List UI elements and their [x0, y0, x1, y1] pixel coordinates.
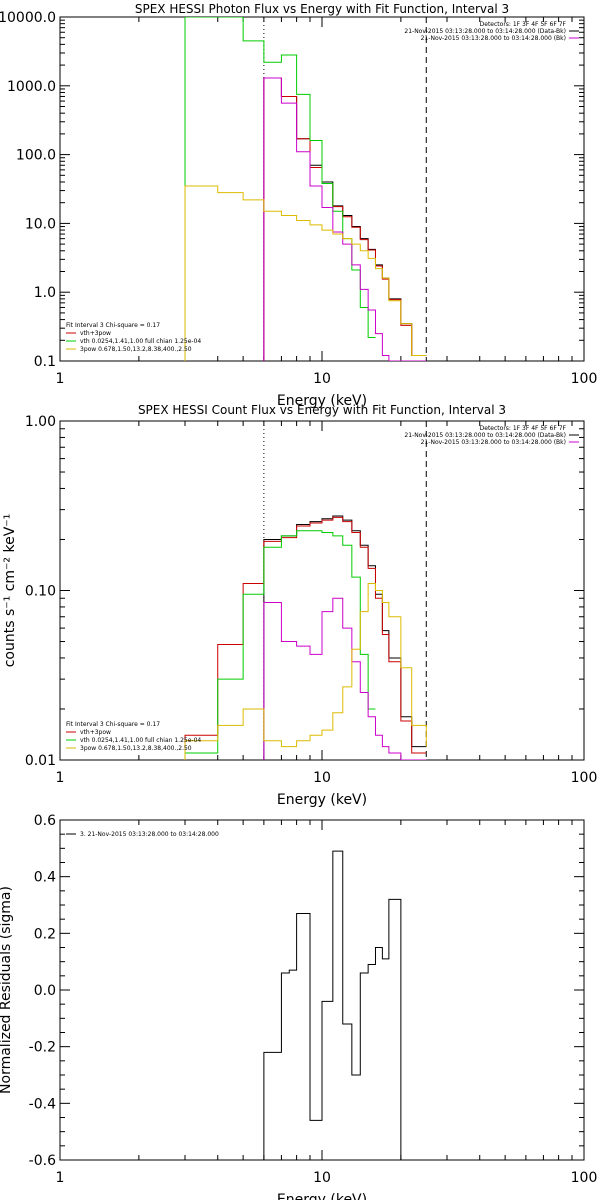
- y-tick-label: 10000.0: [0, 10, 56, 26]
- chart-panel-3: 1 10 100 Energy (keV) -0.6 -0.4 -0.2 0.0 0.2 0.4 0…: [0, 813, 597, 1200]
- series-line-3: [184, 530, 376, 760]
- y-ticks: [60, 16, 584, 362]
- x-axis-label: Energy (keV): [277, 393, 367, 409]
- info-line: Detectors: 1F 3F 4F 5F 6F 7F: [480, 425, 567, 432]
- series-line-4: [263, 77, 427, 361]
- y-tick-label: 100.0: [16, 148, 56, 164]
- x-axis-label: Energy (keV): [277, 792, 367, 808]
- x-tick-label: 100: [571, 1170, 598, 1186]
- x-tick-label: 10: [313, 371, 331, 387]
- y-tick-label: -0.2: [29, 1040, 56, 1056]
- legend-entry: Fit Interval 3 Chi-square = 0.17: [66, 721, 160, 728]
- x-tick-label: 1: [56, 770, 65, 786]
- y-axis-label: Normalized Residuals (sigma): [0, 886, 14, 1094]
- y-ticks: [60, 819, 584, 1161]
- y-tick-label: 1000.0: [7, 79, 56, 95]
- legend-entry: 3pow 0.678,1.50,13.2,8.38,400.,2.50: [80, 346, 192, 353]
- x-tick-label: 1: [56, 371, 65, 387]
- chart-panel-1: SPEX HESSI Photon Flux vs Energy with Fi…: [0, 2, 597, 409]
- series-line-5: [184, 582, 427, 760]
- info-line: 21-Nov-2015 03:13:28.000 to 03:14:28.000…: [421, 35, 566, 42]
- y-tick-label: 0.1: [34, 354, 56, 370]
- legend-entry: 3pow 0.678,1.50,13.2,8.38,400.,2.50: [80, 745, 192, 752]
- y-tick-label: 0.10: [25, 584, 56, 600]
- legend-entry: Fit Interval 3 Chi-square = 0.17: [66, 322, 160, 329]
- info-line: 21-Nov-2015 03:13:28.000 to 03:14:28.000…: [404, 432, 566, 439]
- y-tick-label: 0.2: [34, 926, 56, 942]
- series-line-1: [263, 515, 427, 760]
- chart-panel-2: SPEX HESSI Count Flux vs Energy with Fit…: [2, 403, 597, 808]
- plot-frame: [59, 420, 585, 761]
- series-line-1: [263, 77, 427, 361]
- x-tick-label: 100: [571, 770, 598, 786]
- y-tick-label: 0.01: [25, 753, 56, 769]
- y-tick-label: 1.00: [25, 414, 56, 430]
- series-line-1: [263, 850, 427, 1160]
- chart-title: SPEX HESSI Photon Flux vs Energy with Fi…: [135, 2, 509, 16]
- y-tick-label: 0.6: [34, 813, 56, 829]
- y-tick-label: 0.4: [34, 870, 56, 886]
- legend-entry: vth 0.0254,1.41,1.00 full chian 1.25e-04: [80, 338, 201, 345]
- info-line: Detectors: 1F 3F 4F 5F 6F 7F: [480, 21, 567, 28]
- series-line-4: [263, 597, 427, 760]
- info-line: 21-Nov-2015 03:13:28.000 to 03:14:28.000…: [421, 439, 566, 446]
- legend-entry: 3. 21-Nov-2015 03:13:28.000 to 03:14:28.…: [80, 831, 219, 838]
- series-line-2: [263, 77, 427, 361]
- legend-entry: vth+3pow: [80, 330, 111, 337]
- y-ticks: [60, 420, 584, 761]
- x-tick-label: 10: [313, 770, 331, 786]
- y-tick-label: 10.0: [25, 216, 56, 232]
- y-tick-label: 0.0: [34, 983, 56, 999]
- y-axis-label: counts s⁻¹ cm⁻² keV⁻¹: [2, 514, 18, 668]
- y-tick-label: -0.4: [29, 1096, 56, 1112]
- x-tick-label: 1: [56, 1170, 65, 1186]
- x-ticks: [59, 421, 585, 760]
- series-line-2: [184, 516, 427, 760]
- series-line-3: [184, 17, 376, 361]
- series-line-5: [184, 185, 427, 361]
- x-axis-label: Energy (keV): [277, 1192, 367, 1200]
- y-tick-label: -0.6: [29, 1153, 56, 1169]
- info-line: 21-Nov-2015 03:13:28.000 to 03:14:28.000…: [404, 28, 566, 35]
- legend-entry: vth 0.0254,1.41,1.00 full chian 1.25e-04: [80, 737, 201, 744]
- x-tick-label: 10: [313, 1170, 331, 1186]
- legend-entry: vth+3pow: [80, 729, 111, 736]
- x-tick-label: 100: [571, 371, 598, 387]
- y-tick-label: 1.0: [34, 285, 56, 301]
- chart-title: SPEX HESSI Count Flux vs Energy with Fit…: [138, 403, 506, 417]
